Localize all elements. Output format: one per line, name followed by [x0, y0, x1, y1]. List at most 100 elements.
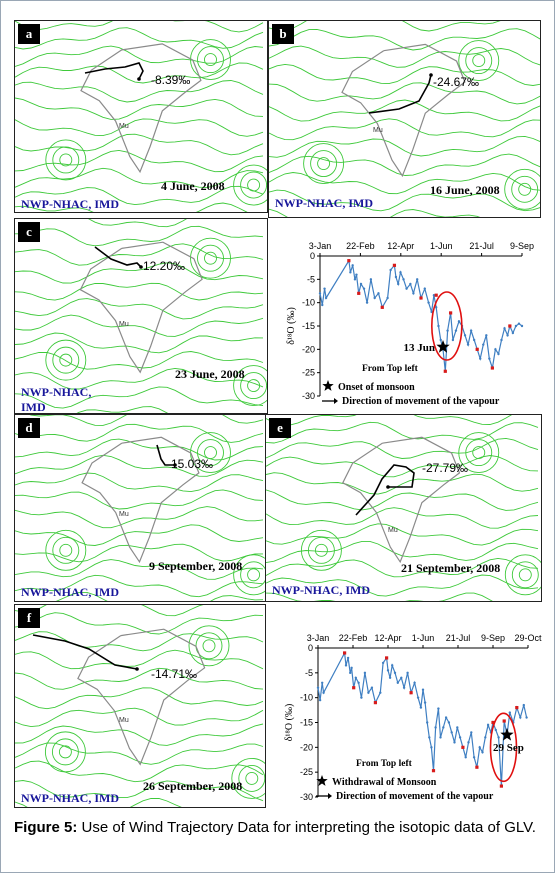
data-point: [500, 338, 503, 342]
panel-label: f: [18, 608, 40, 628]
data-point: [388, 676, 392, 679]
vortex-streamline: [240, 561, 267, 589]
highlight-marker: [347, 259, 351, 263]
streamline: [15, 45, 264, 67]
data-point: [432, 294, 436, 297]
vortex-streamline: [202, 639, 216, 653]
data-point: [391, 664, 394, 667]
map-panel-e: e -27.79‰ Mu 21 September, 2008 NWP-NHAC…: [265, 414, 542, 602]
map-panel-f: f -14.71‰ Mu 26 September, 2008 NWP-NHAC…: [14, 604, 266, 808]
streamline: [266, 489, 539, 511]
x-tick-label: 22-Feb: [339, 633, 368, 643]
legend-arrow-label: Direction of movement of the vapour: [342, 396, 500, 407]
data-point: [472, 338, 476, 342]
vortex-streamline: [197, 244, 224, 272]
streamline: [266, 540, 539, 564]
data-point: [423, 287, 426, 290]
streamline: [88, 219, 187, 228]
caption-text: Use of Wind Trajectory Data for interpre…: [77, 819, 536, 836]
highlight-ellipse: [431, 291, 463, 361]
data-point: [497, 352, 500, 356]
legend-star-label: Withdrawal of Monsoon: [332, 777, 437, 788]
data-point: [503, 327, 506, 330]
data-point: [405, 287, 408, 290]
data-point: [488, 357, 491, 360]
chart-1-svg: 3-Jan 22-Feb 12-Apr 1-Jun 21-Jul 9-Sep 0 -5 -10 -…: [286, 241, 534, 407]
streamline: [15, 282, 264, 301]
station-marker: [137, 77, 141, 81]
streamline: [15, 723, 264, 746]
isotope-value: -8.39‰: [151, 73, 191, 87]
map-panel-a: a -8.39‰ Mu 4 June, 2008 NWP-NHAC, IMD: [14, 20, 268, 213]
data-point: [494, 348, 497, 351]
streamline: [29, 415, 264, 426]
vortex-streamline: [245, 771, 259, 785]
station-marker: [429, 73, 433, 77]
data-point: [402, 686, 406, 689]
streamline: [269, 45, 540, 68]
streamline: [15, 780, 264, 802]
y-tick-label: -10: [302, 298, 315, 308]
map-source: NWP-NHAC, IMD: [21, 197, 119, 211]
station-marker: [139, 265, 143, 269]
streamline: [266, 523, 539, 546]
streamline: [15, 472, 264, 493]
vortex-streamline: [504, 554, 541, 596]
streamline: [15, 62, 264, 84]
data-point: [355, 273, 358, 276]
streamline-map: [269, 21, 540, 217]
highlight-marker: [385, 656, 389, 660]
x-tick-label: 29-Oct: [514, 633, 542, 643]
highlight-marker: [502, 719, 506, 723]
data-point: [457, 320, 461, 323]
y-tick-label: -10: [300, 693, 313, 703]
data-point: [469, 329, 473, 332]
data-point: [428, 736, 431, 739]
chart-2-svg: 3-Jan 22-Feb 12-Apr 1-Jun 21-Jul 9-Sep 29-Oct 0…: [284, 633, 542, 802]
data-point: [484, 736, 487, 739]
data-point: [412, 292, 415, 295]
vortex-streamline: [44, 731, 86, 773]
streamline: [15, 298, 264, 320]
data-point: [466, 343, 470, 346]
data-point: [322, 691, 325, 694]
streamline: [15, 202, 248, 212]
data-point: [416, 696, 420, 699]
event-star: [500, 727, 514, 741]
map-source: NWP-NHAC, IMD: [275, 196, 373, 210]
data-point: [517, 322, 521, 325]
isotope-value: -12.20‰: [139, 259, 186, 273]
isotope-chart-2: 3-Jan 22-Feb 12-Apr 1-Jun 21-Jul 9-Sep 29-Oct 0…: [268, 620, 544, 812]
data-point: [439, 338, 442, 342]
data-point: [419, 706, 423, 709]
data-point: [396, 681, 399, 684]
coastline: [341, 43, 466, 178]
vortex-streamline: [458, 432, 500, 474]
y-tick-label: -20: [300, 742, 313, 752]
vortex-streamline: [303, 143, 345, 185]
trajectory-line: [84, 62, 144, 80]
vortex-streamline: [52, 146, 80, 174]
streamline: [15, 149, 264, 173]
vortex-streamline: [45, 529, 87, 571]
highlight-marker: [449, 311, 453, 315]
streamline: [15, 489, 264, 510]
data-point: [324, 296, 328, 300]
data-point: [359, 282, 363, 286]
data-point: [399, 271, 402, 274]
vortex-streamline: [511, 175, 539, 203]
panel-label: d: [18, 418, 40, 438]
data-point: [463, 334, 467, 337]
highlight-marker: [490, 366, 494, 370]
streamline: [269, 99, 540, 122]
streamline: [15, 605, 204, 617]
data-point: [486, 723, 490, 727]
vortex-streamline: [233, 554, 267, 596]
streamline: [15, 27, 264, 50]
trajectory-line: [32, 634, 138, 670]
x-tick-label: 1-Jun: [430, 241, 453, 251]
x-tick-label: 1-Jun: [412, 633, 435, 643]
trajectory-line: [368, 74, 432, 114]
panel-label: a: [18, 24, 40, 44]
vortex-streamline: [52, 346, 80, 374]
